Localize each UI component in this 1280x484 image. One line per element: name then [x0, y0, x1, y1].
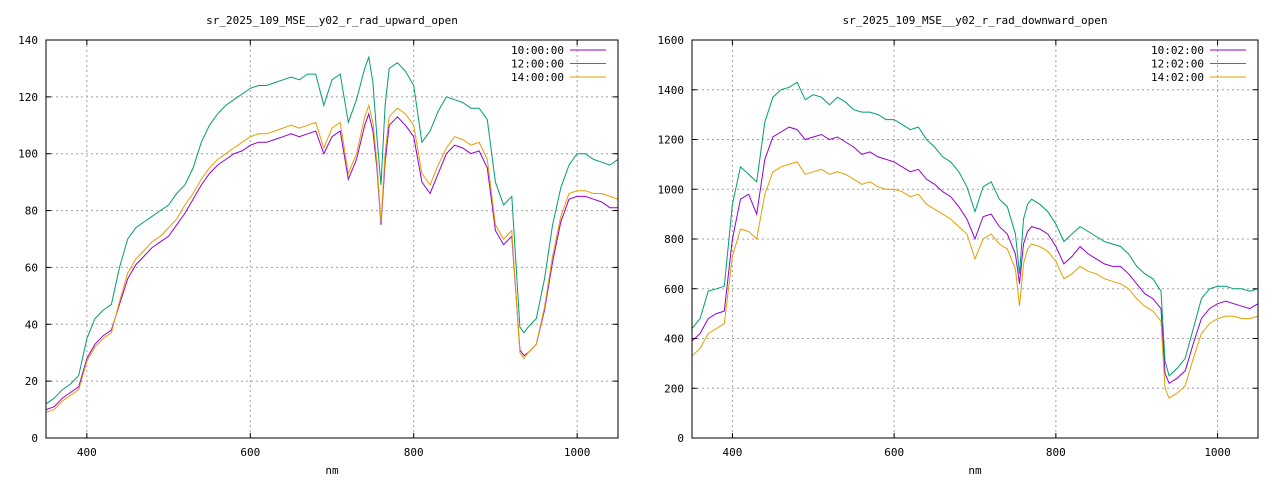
y-tick-label: 40: [25, 318, 38, 331]
y-tick-label: 600: [664, 283, 684, 296]
series-line-10-00-00: [46, 112, 618, 411]
y-tick-label: 140: [18, 34, 38, 47]
x-tick-label: 800: [404, 446, 424, 459]
y-tick-label: 100: [18, 148, 38, 161]
y-tick-label: 0: [31, 432, 38, 445]
x-tick-label: 400: [722, 446, 742, 459]
chart-2: sr_2025_109_MSE__y02_r_rad_downward_open…: [658, 14, 1259, 477]
y-tick-label: 60: [25, 261, 38, 274]
legend-label: 14:00:00: [511, 71, 564, 84]
y-tick-label: 1000: [658, 183, 685, 196]
y-tick-label: 1200: [658, 134, 685, 147]
y-tick-label: 1400: [658, 84, 685, 97]
x-tick-label: 1000: [564, 446, 591, 459]
chart-title: sr_2025_109_MSE__y02_r_rad_downward_open: [843, 14, 1108, 27]
x-tick-label: 600: [884, 446, 904, 459]
x-tick-label: 800: [1046, 446, 1066, 459]
series-line-12-02-00: [692, 81, 1258, 377]
x-axis-label: nm: [968, 464, 982, 477]
series-line-14-02-00: [692, 161, 1258, 399]
legend-label: 14:02:00: [1151, 71, 1204, 84]
x-tick-label: 400: [77, 446, 97, 459]
x-axis-label: nm: [325, 464, 339, 477]
y-tick-label: 1600: [658, 34, 685, 47]
y-tick-label: 400: [664, 333, 684, 346]
y-tick-label: 0: [677, 432, 684, 445]
legend-label: 12:02:00: [1151, 58, 1204, 71]
chart-1: sr_2025_109_MSE__y02_r_rad_upward_open 0 2…: [18, 14, 619, 477]
y-tick-label: 200: [664, 382, 684, 395]
x-tick-label: 1000: [1204, 446, 1231, 459]
series-line-12-00-00: [46, 55, 618, 405]
series-line-10-02-00: [692, 126, 1258, 385]
y-tick-label: 120: [18, 91, 38, 104]
series-line-14-00-00: [46, 103, 618, 413]
y-tick-label: 800: [664, 233, 684, 246]
legend-label: 10:00:00: [511, 44, 564, 57]
x-tick-label: 600: [240, 446, 260, 459]
y-tick-label: 20: [25, 375, 38, 388]
plot-frame: [691, 39, 1259, 439]
legend-label: 12:00:00: [511, 58, 564, 71]
plot-frame: [45, 39, 619, 439]
y-tick-label: 80: [25, 205, 38, 218]
legend-label: 10:02:00: [1151, 44, 1204, 57]
chart-title: sr_2025_109_MSE__y02_r_rad_upward_open: [206, 14, 458, 27]
